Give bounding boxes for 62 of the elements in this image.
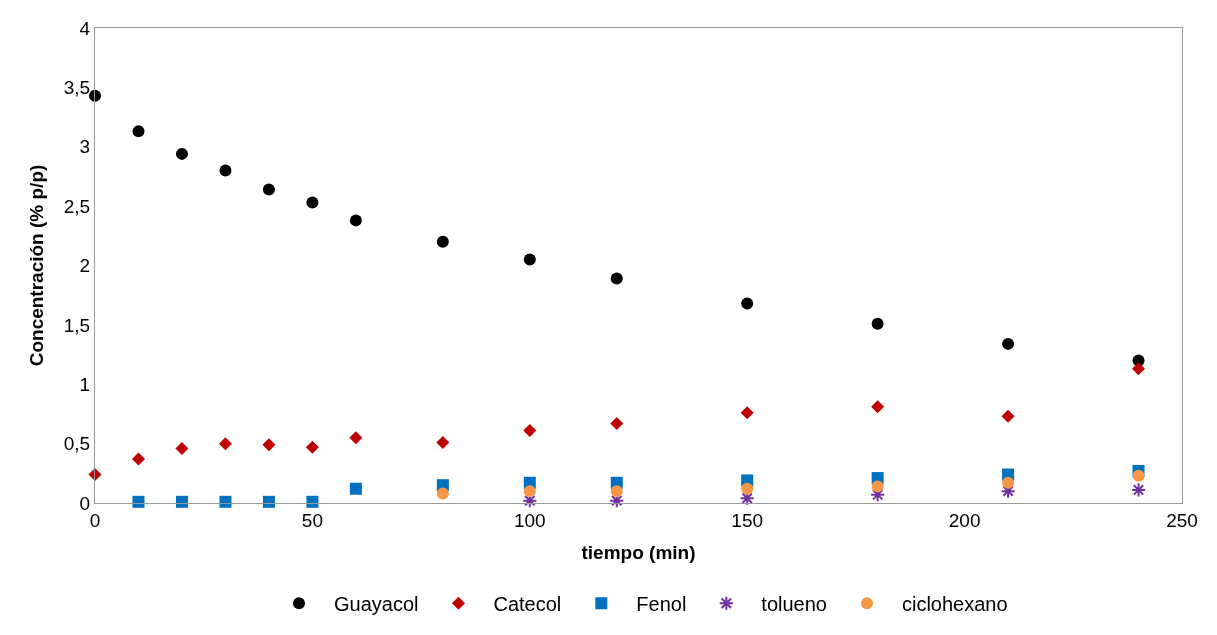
x-tick-label: 200 xyxy=(948,509,981,531)
point xyxy=(609,493,625,509)
point xyxy=(610,272,623,285)
point xyxy=(262,438,276,452)
y-tick-label: 1 xyxy=(79,373,91,395)
point xyxy=(871,480,884,493)
point xyxy=(1001,409,1015,423)
y-tick-label: 0,5 xyxy=(63,433,91,455)
point xyxy=(610,485,623,498)
legend-label: tolueno xyxy=(761,593,827,616)
point xyxy=(132,495,145,508)
y-tick-label: 0 xyxy=(79,492,91,514)
y-tick-label: 4 xyxy=(79,17,91,39)
point xyxy=(349,482,362,495)
x-tick-label: 50 xyxy=(301,509,323,531)
x-tick-label: 150 xyxy=(731,509,764,531)
point xyxy=(436,235,449,248)
point xyxy=(262,183,275,196)
point xyxy=(523,424,537,438)
x-axis-title: tiempo (min) xyxy=(581,541,696,563)
legend-label: ciclohexano xyxy=(901,593,1008,616)
point xyxy=(1002,337,1015,350)
point xyxy=(1002,476,1015,489)
x-tick-label: 250 xyxy=(1166,509,1198,531)
point xyxy=(522,493,538,509)
point xyxy=(1132,469,1145,482)
point xyxy=(871,317,884,330)
point xyxy=(1130,482,1147,498)
point xyxy=(436,435,450,449)
point xyxy=(218,437,232,451)
point xyxy=(741,297,754,310)
point xyxy=(306,495,319,508)
y-axis-title: Concentración (% p/p) xyxy=(25,164,47,367)
point xyxy=(523,485,536,498)
point xyxy=(436,487,449,500)
point xyxy=(175,495,188,508)
point xyxy=(219,164,232,177)
legend-label: Fenol xyxy=(636,593,687,616)
y-tick-label: 2 xyxy=(79,255,91,277)
point xyxy=(175,441,189,455)
legend-label: Guayacol xyxy=(334,593,419,616)
y-tick-label: 1,5 xyxy=(63,314,91,336)
point xyxy=(132,125,145,138)
x-tick-label: 100 xyxy=(513,509,546,531)
y-tick-label: 3 xyxy=(79,136,91,158)
point xyxy=(349,214,362,227)
y-tick-label: 2,5 xyxy=(63,195,91,217)
legend-label: Catecol xyxy=(493,593,562,616)
point xyxy=(523,253,536,266)
point xyxy=(131,452,145,466)
point xyxy=(610,416,624,430)
point xyxy=(741,482,754,495)
point xyxy=(349,431,363,445)
point xyxy=(305,440,319,454)
point xyxy=(219,495,232,508)
point xyxy=(175,147,188,160)
point xyxy=(262,495,275,508)
point xyxy=(740,406,754,420)
point xyxy=(306,196,319,209)
point xyxy=(1132,362,1146,376)
point xyxy=(871,400,885,414)
y-tick-label: 3,5 xyxy=(63,77,91,99)
